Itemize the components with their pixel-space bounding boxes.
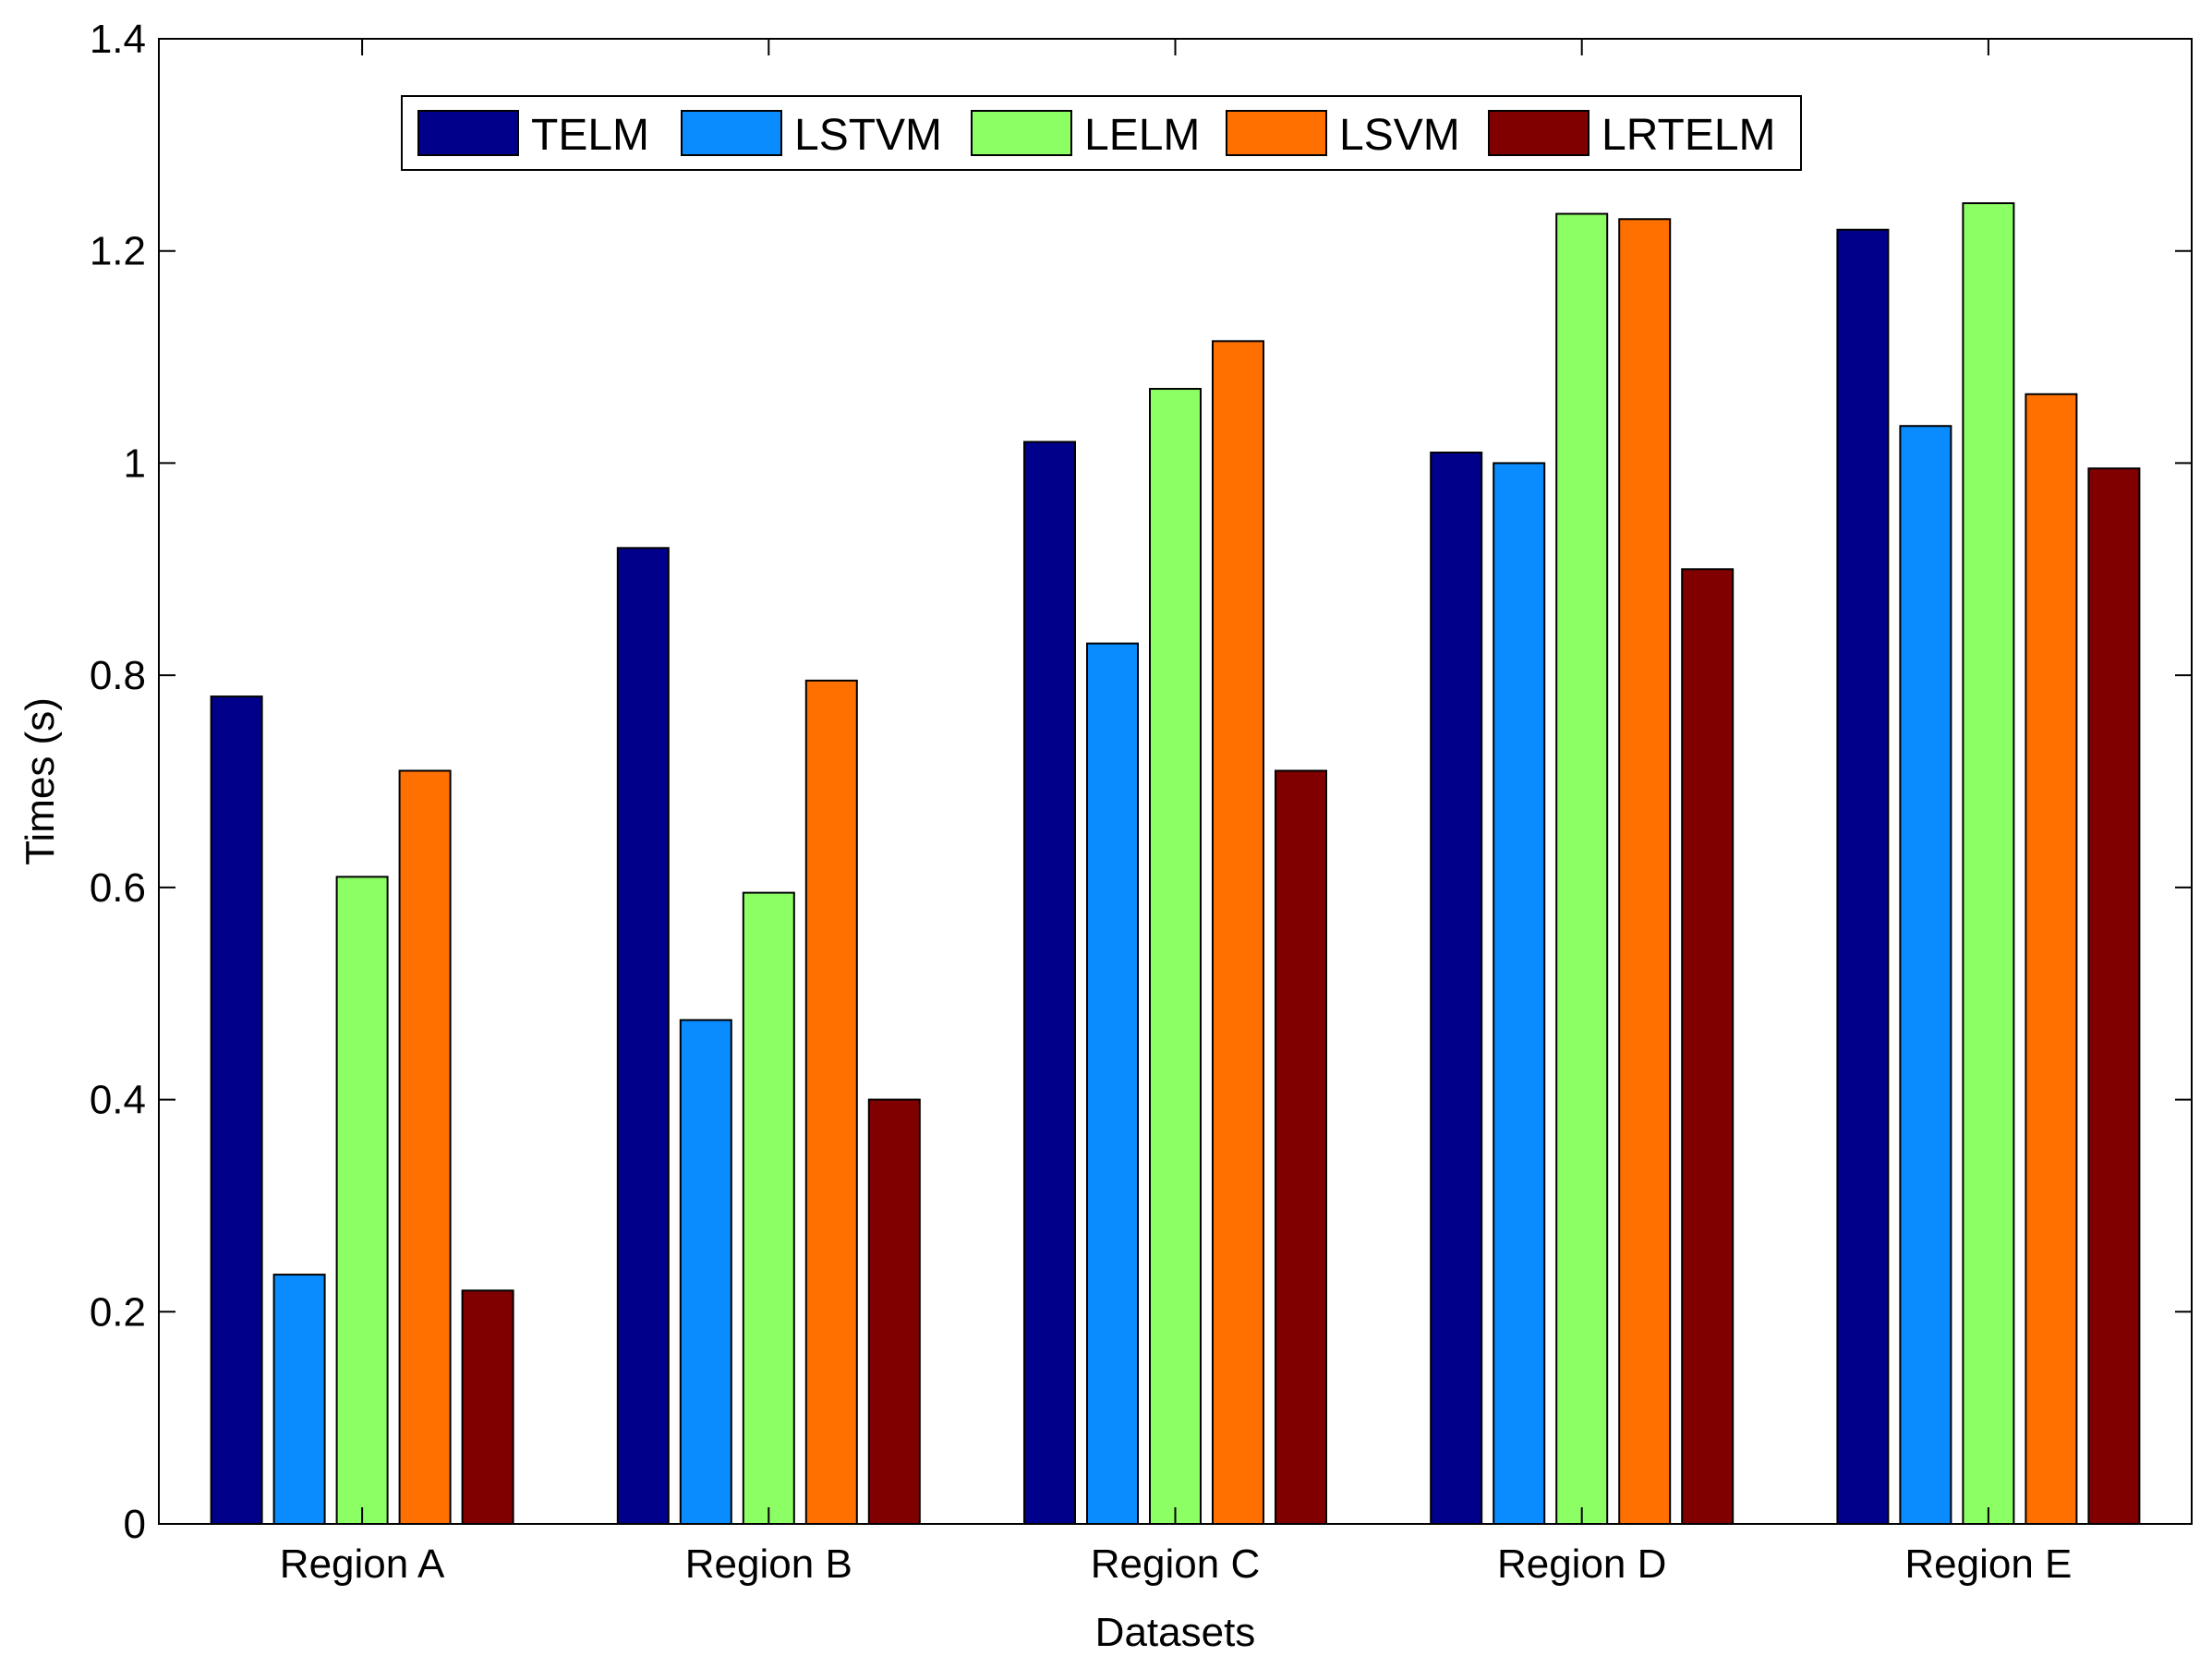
legend-swatch-telm: [417, 110, 519, 156]
y-tick-label: 0.6: [90, 865, 146, 911]
bar-lrtelm-region-e: [2087, 467, 2141, 1526]
legend: TELM LSTVM LELM LSVM LRTELM: [401, 95, 1802, 171]
x-tick-label: Region E: [1904, 1541, 2072, 1587]
bar-lstvm-region-d: [1493, 462, 1546, 1525]
bar-telm-region-d: [1430, 451, 1483, 1525]
bar-lelm-region-c: [1149, 388, 1202, 1525]
bar-lrtelm-region-b: [867, 1098, 921, 1525]
legend-label-lstvm: LSTVM: [794, 111, 942, 160]
y-tick-label: 1: [124, 441, 146, 486]
x-axis-title: Datasets: [1095, 1610, 1256, 1655]
bar-lelm-region-e: [1962, 202, 2015, 1525]
x-tick-label: Region B: [685, 1541, 852, 1587]
bar-lelm-region-d: [1555, 212, 1609, 1525]
ticks-layer: 0 0.2 0.4 0.6 0.8 1 1.2 1.4 Region A Region B Regi…: [90, 17, 2192, 1587]
bars-layer: [210, 202, 2141, 1526]
y-tick-label: 0.4: [90, 1078, 146, 1123]
y-axis-title: Times (s): [18, 697, 63, 865]
legend-label-lelm: LELM: [1084, 111, 1200, 160]
x-tick-label: Region C: [1091, 1541, 1260, 1587]
y-tick-label: 0.8: [90, 653, 146, 698]
bar-lstvm-region-e: [1899, 425, 1952, 1526]
bar-lstvm-region-c: [1086, 642, 1139, 1525]
bar-lsvm-region-c: [1212, 340, 1264, 1525]
bar-lsvm-region-e: [2025, 393, 2078, 1525]
bar-telm-region-a: [210, 695, 263, 1525]
bar-lelm-region-b: [742, 891, 795, 1525]
y-tick-label: 0: [124, 1502, 146, 1547]
bar-lstvm-region-a: [272, 1274, 326, 1525]
legend-swatch-lelm: [971, 110, 1072, 156]
bar-lsvm-region-d: [1618, 218, 1672, 1525]
legend-label-telm: TELM: [531, 111, 649, 160]
bar-lrtelm-region-d: [1681, 568, 1735, 1525]
y-tick-label: 1.2: [90, 229, 146, 274]
bar-telm-region-e: [1836, 228, 1890, 1526]
y-tick-label: 0.2: [90, 1289, 146, 1335]
legend-swatch-lstvm: [681, 110, 782, 156]
y-tick-label: 1.4: [90, 17, 146, 62]
bar-telm-region-b: [616, 547, 670, 1525]
x-tick-label: Region D: [1497, 1541, 1666, 1587]
legend-label-lsvm: LSVM: [1339, 111, 1460, 160]
bar-lstvm-region-b: [679, 1019, 732, 1525]
bar-lrtelm-region-c: [1275, 769, 1327, 1525]
legend-swatch-lsvm: [1226, 110, 1327, 156]
legend-swatch-lrtelm: [1488, 110, 1589, 156]
bar-lrtelm-region-a: [461, 1289, 514, 1526]
bar-lelm-region-a: [335, 876, 389, 1525]
legend-label-lrtelm: LRTELM: [1602, 111, 1776, 160]
bar-lsvm-region-a: [398, 769, 452, 1525]
bar-lsvm-region-b: [804, 679, 858, 1525]
x-tick-label: Region A: [280, 1541, 445, 1587]
bar-telm-region-c: [1023, 441, 1076, 1525]
